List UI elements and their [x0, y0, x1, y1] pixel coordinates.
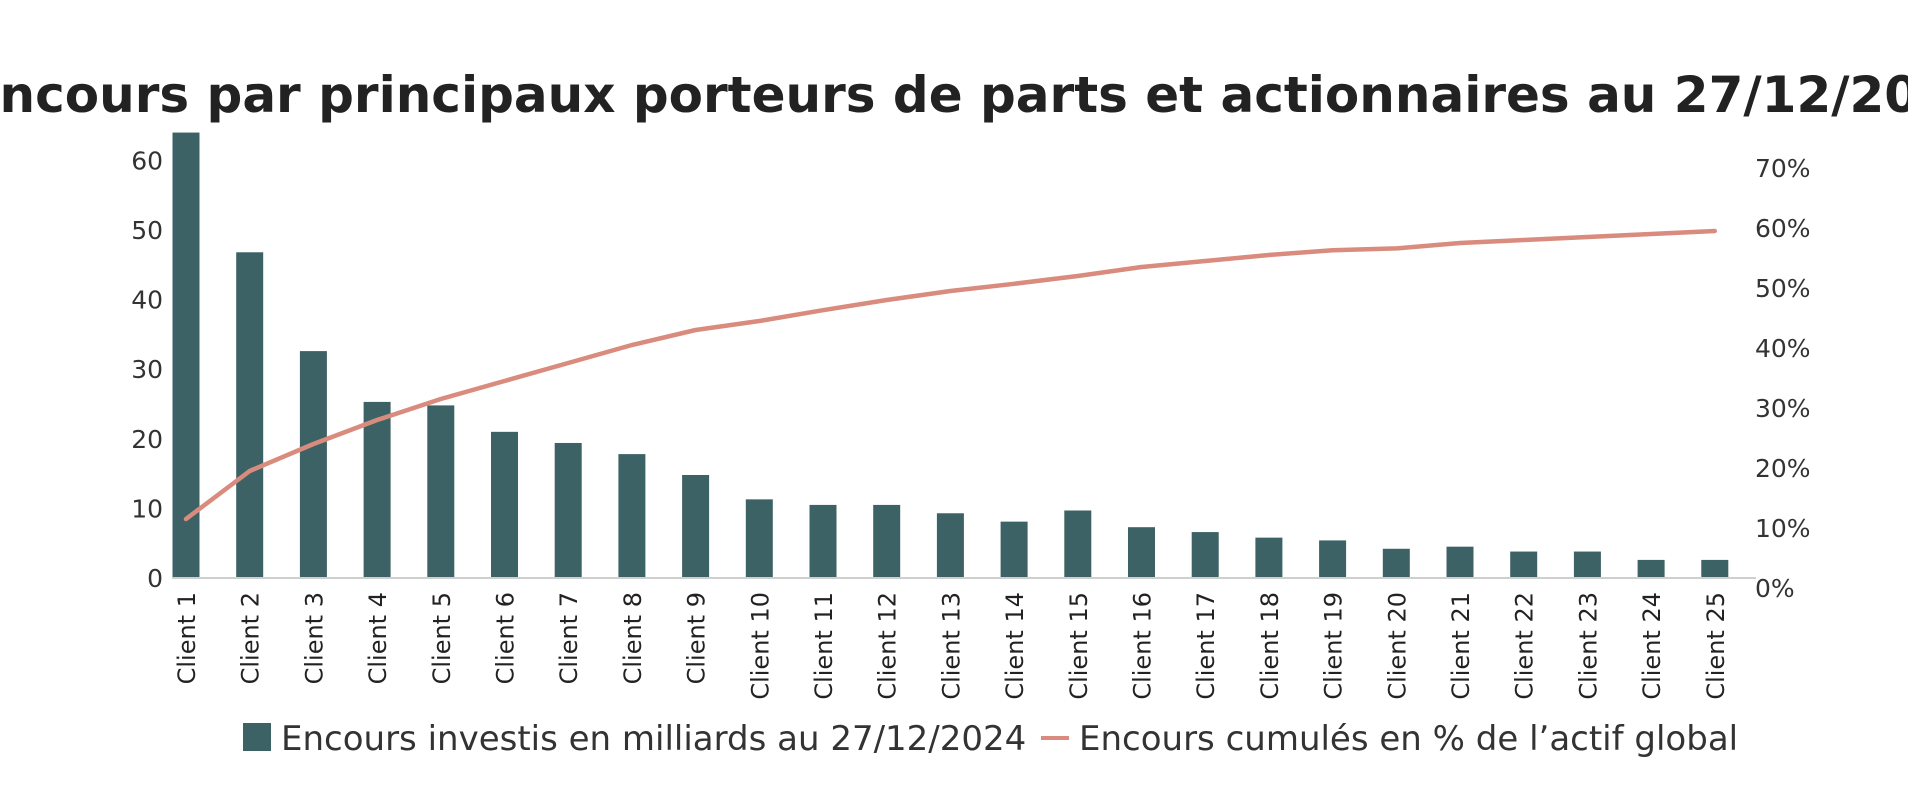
bar-client-16 [1128, 527, 1155, 578]
right-tick-label: 70% [1755, 154, 1811, 183]
x-tick-label: Client 24 [1638, 592, 1666, 700]
bar-client-19 [1319, 540, 1347, 578]
bar-client-6 [491, 431, 518, 578]
right-tick-label: 0% [1755, 574, 1795, 603]
x-tick-label: Client 18 [1256, 592, 1284, 700]
bar-client-25 [1701, 559, 1729, 578]
x-tick-label: Client 8 [619, 592, 647, 684]
bar-series [172, 132, 1729, 578]
x-tick-label: Client 1 [173, 592, 201, 684]
bar-client-5 [427, 405, 455, 578]
x-tick-label: Client 22 [1511, 592, 1539, 700]
legend-label-bars: Encours investis en milliards au 27/12/2… [281, 719, 1026, 759]
x-tick-label: Client 2 [237, 592, 265, 684]
x-tick-label: Client 23 [1574, 592, 1602, 700]
bar-client-13 [936, 513, 964, 578]
x-tick-label: Client 20 [1383, 592, 1411, 700]
bar-client-23 [1573, 551, 1601, 578]
x-tick-label: Client 11 [810, 592, 838, 700]
x-tick-label: Client 19 [1320, 592, 1348, 700]
bar-client-12 [873, 504, 901, 578]
left-tick-label: 60 [131, 146, 163, 175]
legend-swatch-bars [243, 723, 271, 751]
x-tick-label: Client 14 [1001, 592, 1029, 700]
bar-client-22 [1510, 551, 1538, 578]
bar-client-17 [1191, 532, 1219, 578]
x-tick-label: Client 12 [874, 592, 902, 700]
bar-client-8 [618, 454, 646, 578]
left-tick-label: 40 [131, 286, 163, 315]
line-series [183, 228, 1718, 522]
x-tick-label: Client 16 [1129, 592, 1157, 700]
bar-client-7 [554, 442, 582, 578]
right-tick-label: 30% [1755, 394, 1811, 423]
x-tick-label: Client 4 [364, 592, 392, 684]
x-tick-label: Client 15 [1065, 592, 1093, 700]
right-tick-label: 20% [1755, 454, 1811, 483]
legend: Encours investis en milliards au 27/12/2… [243, 719, 1738, 759]
bar-client-15 [1064, 510, 1092, 578]
x-tick-label: Client 13 [937, 592, 965, 700]
x-tick-label: Client 7 [555, 592, 583, 684]
bar-client-24 [1637, 559, 1665, 578]
x-tick-label: Client 10 [746, 592, 774, 700]
bar-client-9 [682, 474, 710, 578]
bar-client-1 [172, 132, 200, 578]
left-tick-label: 20 [131, 425, 163, 454]
left-axis: 0 10 20 30 40 50 60 [131, 146, 163, 593]
bar-client-21 [1446, 546, 1474, 578]
chart-title: Encours par principaux porteurs de parts… [0, 66, 1908, 124]
bar-client-11 [809, 504, 837, 578]
x-tick-label: Client 25 [1702, 592, 1730, 700]
bar-client-2 [236, 252, 264, 578]
x-axis: Client 1 Client 2 Client 3 Client 4 Client 5… [173, 592, 1730, 700]
bar-client-14 [1000, 521, 1028, 578]
right-tick-label: 60% [1755, 214, 1811, 243]
bar-client-20 [1382, 548, 1410, 578]
x-tick-label: Client 9 [683, 592, 711, 684]
legend-label-line: Encours cumulés en % de l’actif global [1079, 719, 1738, 759]
cumulative-line [183, 228, 1718, 522]
x-tick-label: Client 17 [1192, 592, 1220, 700]
right-tick-label: 10% [1755, 514, 1811, 543]
x-tick-label: Client 3 [300, 592, 328, 684]
left-tick-label: 50 [131, 216, 163, 245]
right-tick-label: 40% [1755, 334, 1811, 363]
bar-client-18 [1255, 537, 1283, 578]
x-tick-label: Client 5 [428, 592, 456, 684]
right-axis: 0% 10% 20% 30% 40% 50% 60% 70% [1755, 154, 1811, 603]
left-tick-label: 0 [147, 564, 163, 593]
bar-client-10 [745, 499, 773, 578]
left-tick-label: 30 [131, 355, 163, 384]
x-tick-label: Client 6 [492, 592, 520, 684]
right-tick-label: 50% [1755, 274, 1811, 303]
left-tick-label: 10 [131, 494, 163, 523]
bar-client-3 [299, 351, 327, 578]
x-tick-label: Client 21 [1447, 592, 1475, 700]
bar-client-4 [363, 401, 391, 578]
